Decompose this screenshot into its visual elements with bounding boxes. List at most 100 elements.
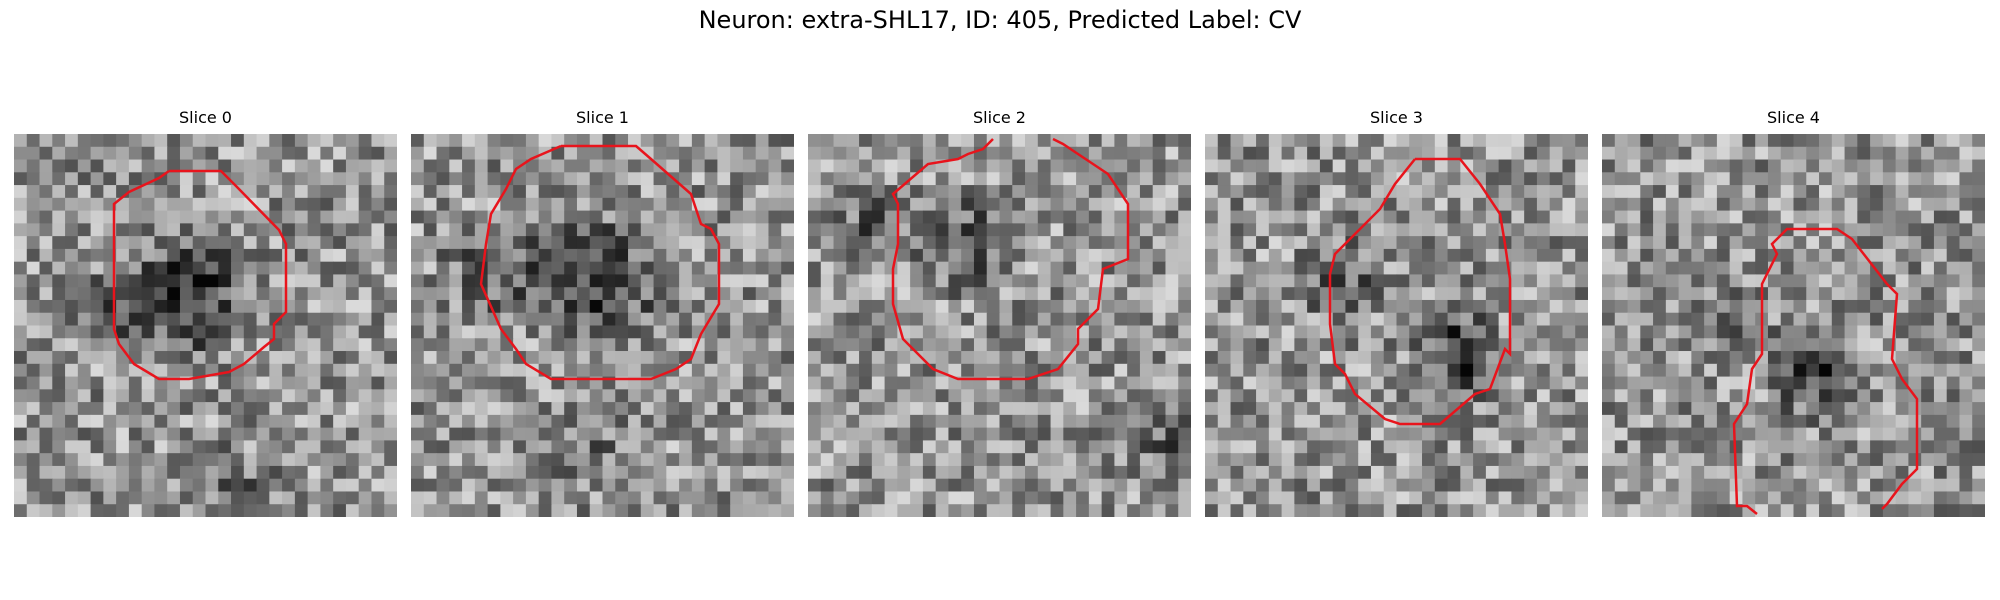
noise-tile — [52, 197, 66, 212]
noise-tile — [282, 338, 296, 352]
noise-tile — [307, 287, 321, 301]
noise-tile — [948, 261, 962, 276]
noise-tile — [1268, 261, 1283, 276]
noise-tile — [1447, 325, 1461, 339]
noise-tile — [833, 478, 847, 493]
noise-tile — [1921, 299, 1935, 314]
noise-tile — [1460, 325, 1474, 339]
noise-tile — [358, 389, 373, 403]
noise-tile — [218, 185, 232, 199]
noise-tile — [666, 312, 680, 327]
noise-tile — [1524, 299, 1538, 314]
noise-tile — [1972, 504, 1985, 517]
noise-tile — [615, 427, 629, 441]
noise-tile — [1857, 223, 1871, 237]
noise-tile — [26, 159, 41, 173]
noise-tile — [1716, 504, 1731, 517]
noise-tile — [1498, 197, 1512, 212]
noise-tile — [205, 312, 219, 327]
noise-tile — [1602, 465, 1616, 480]
noise-tile — [1268, 453, 1283, 467]
noise-tile — [768, 172, 782, 186]
noise-tile — [474, 223, 489, 237]
noise-tile — [859, 287, 873, 301]
noise-tile — [371, 414, 385, 429]
noise-tile — [1485, 146, 1500, 161]
noise-tile — [320, 312, 334, 327]
noise-tile — [615, 402, 629, 416]
noise-tile — [462, 414, 476, 429]
noise-tile — [1549, 389, 1564, 403]
noise-tile — [1602, 402, 1616, 416]
noise-tile — [1511, 478, 1525, 493]
noise-tile — [717, 134, 731, 148]
noise-tile — [423, 236, 438, 250]
noise-tile — [1524, 312, 1538, 327]
noise-tile — [973, 478, 988, 493]
noise-tile — [1831, 287, 1846, 301]
noise-tile — [615, 465, 629, 480]
noise-tile — [1485, 134, 1500, 148]
noise-tile — [1536, 223, 1551, 237]
noise-tile — [1857, 287, 1871, 301]
noise-tile — [436, 261, 450, 276]
noise-tile — [1933, 159, 1948, 173]
noise-tile — [1434, 491, 1449, 505]
noise-tile — [462, 427, 476, 441]
noise-tile — [1857, 478, 1871, 493]
noise-tile — [1332, 440, 1347, 454]
noise-tile — [449, 248, 463, 263]
noise-tile — [1933, 261, 1948, 276]
noise-tile — [1217, 223, 1232, 237]
noise-tile — [1396, 325, 1410, 339]
noise-tile — [1536, 389, 1551, 403]
noise-tile — [243, 146, 258, 161]
noise-tile — [282, 427, 296, 441]
noise-tile — [436, 427, 450, 441]
noise-tile — [1562, 172, 1576, 186]
noise-tile — [1549, 248, 1564, 263]
noise-tile — [948, 363, 962, 378]
noise-tile — [333, 376, 347, 390]
noise-tile — [307, 440, 321, 454]
noise-tile — [781, 274, 794, 288]
noise-tile — [1908, 414, 1922, 429]
noise-tile — [525, 491, 540, 505]
noise-tile — [1281, 312, 1295, 327]
noise-tile — [1780, 172, 1795, 186]
noise-tile — [1485, 172, 1500, 186]
noise-tile — [1562, 236, 1576, 250]
noise-tile — [820, 172, 835, 186]
noise-tile — [1793, 134, 1807, 148]
noise-tile — [730, 389, 744, 403]
noise-tile — [192, 363, 207, 378]
noise-tile — [358, 453, 373, 467]
noise-tile — [269, 376, 283, 390]
noise-tile — [39, 402, 53, 416]
noise-tile — [39, 504, 53, 517]
noise-tile — [333, 427, 347, 441]
noise-tile — [1294, 146, 1308, 161]
noise-tile — [1281, 465, 1295, 480]
noise-tile — [1653, 210, 1667, 224]
noise-tile — [1933, 236, 1948, 250]
noise-tile — [1716, 402, 1731, 416]
noise-tile — [679, 197, 693, 212]
noise-tile — [371, 453, 385, 467]
noise-tile — [128, 299, 143, 314]
noise-tile — [333, 478, 347, 493]
noise-tile — [833, 338, 847, 352]
noise-tile — [1870, 363, 1884, 378]
noise-tile — [1114, 402, 1128, 416]
noise-tile — [808, 274, 822, 288]
noise-tile — [1114, 351, 1128, 365]
noise-tile — [1127, 440, 1141, 454]
noise-tile — [1959, 414, 1973, 429]
noise-tile — [282, 172, 296, 186]
noise-tile — [679, 287, 693, 301]
noise-tile — [1294, 427, 1308, 441]
noise-tile — [205, 440, 219, 454]
noise-tile — [846, 236, 860, 250]
noise-tile — [910, 210, 924, 224]
noise-tile — [423, 478, 438, 493]
